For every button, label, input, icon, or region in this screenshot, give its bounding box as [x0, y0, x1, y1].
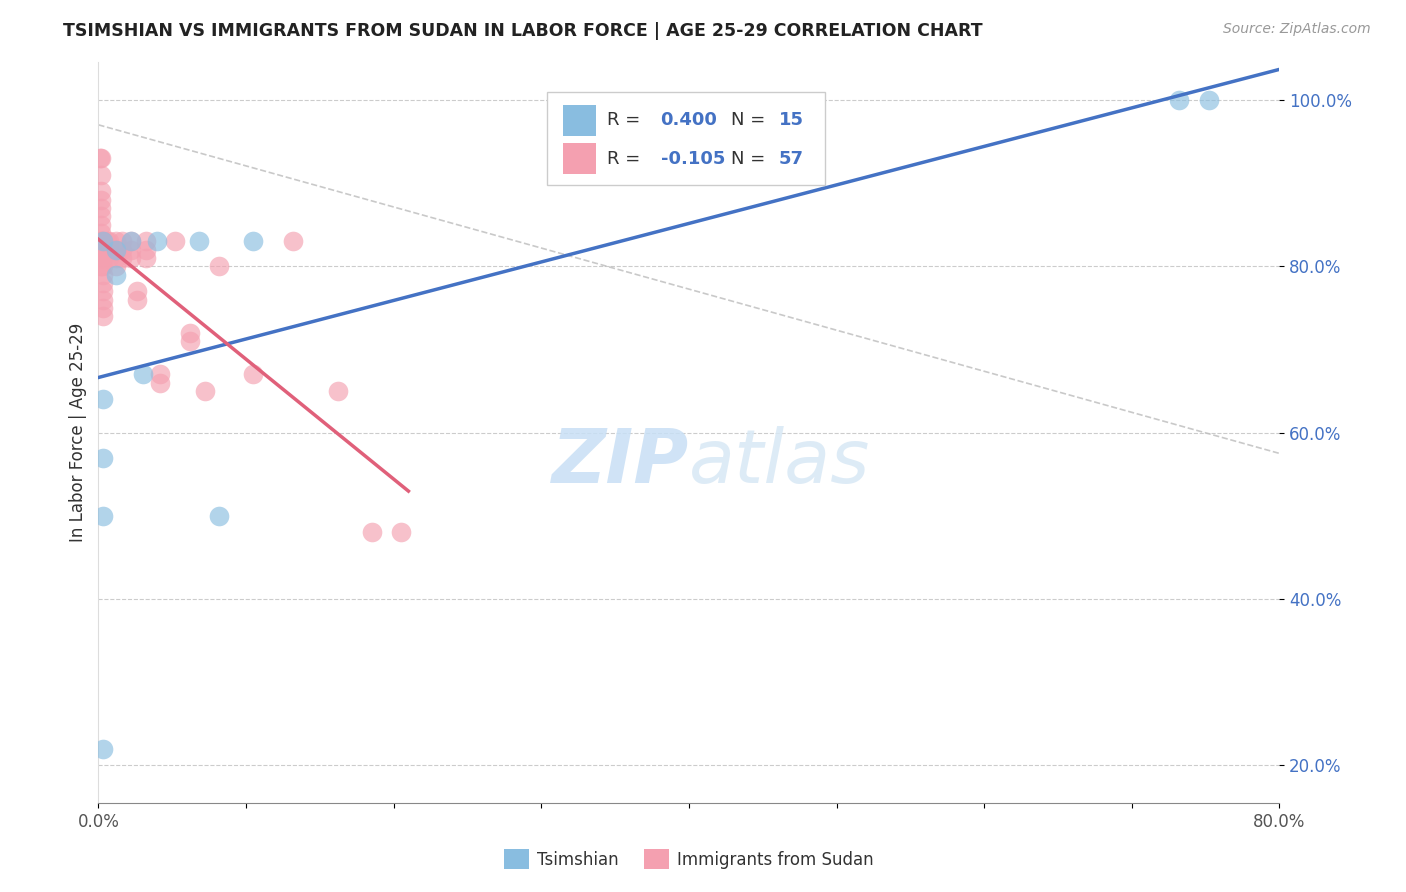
Point [146, 235, 169, 249]
Point [91, 508, 114, 523]
Point [111, 243, 134, 257]
Point [91, 301, 114, 315]
Text: 0.400: 0.400 [661, 112, 717, 129]
Point [90, 251, 112, 265]
Point [91, 284, 114, 298]
Point [179, 326, 201, 340]
Point [97, 251, 120, 265]
Point [242, 368, 264, 382]
Point [91, 251, 114, 265]
Point [91, 392, 114, 407]
Point [90, 243, 112, 257]
Point [105, 259, 128, 273]
Point [283, 235, 305, 249]
Point [135, 235, 157, 249]
Point [165, 235, 187, 249]
Point [90, 235, 112, 249]
Point [96, 243, 118, 257]
Point [149, 376, 172, 390]
Text: ZIP: ZIP [551, 425, 689, 499]
Text: R =: R = [607, 150, 647, 168]
Point [90, 226, 112, 240]
Point [90, 185, 112, 199]
Point [90, 168, 112, 182]
Point [120, 243, 142, 257]
Point [90, 259, 112, 273]
Point [91, 293, 114, 307]
Point [91, 259, 114, 273]
Point [91, 268, 114, 282]
Point [326, 384, 349, 398]
Point [360, 525, 382, 540]
Text: N =: N = [731, 150, 772, 168]
Point [132, 368, 155, 382]
Point [91, 235, 114, 249]
Point [90, 193, 112, 207]
Point [208, 259, 231, 273]
Point [389, 525, 412, 540]
Point [1168, 93, 1191, 107]
Point [179, 334, 201, 348]
Point [135, 251, 157, 265]
Point [105, 251, 128, 265]
Text: TSIMSHIAN VS IMMIGRANTS FROM SUDAN IN LABOR FORCE | AGE 25-29 CORRELATION CHART: TSIMSHIAN VS IMMIGRANTS FROM SUDAN IN LA… [63, 22, 983, 40]
Point [105, 268, 128, 282]
Point [194, 384, 217, 398]
Text: atlas: atlas [689, 426, 870, 499]
Point [149, 368, 172, 382]
Point [105, 243, 128, 257]
Point [90, 151, 112, 165]
Point [91, 741, 114, 756]
Point [91, 450, 114, 465]
Point [105, 243, 128, 257]
Point [120, 235, 142, 249]
Y-axis label: In Labor Force | Age 25-29: In Labor Force | Age 25-29 [69, 323, 87, 542]
Point [125, 293, 148, 307]
Point [208, 508, 231, 523]
Text: -0.105: -0.105 [661, 150, 725, 168]
Point [91, 243, 114, 257]
Text: R =: R = [607, 112, 647, 129]
Point [89, 151, 111, 165]
Point [135, 243, 157, 257]
Point [90, 259, 112, 273]
Text: N =: N = [731, 112, 772, 129]
Point [97, 243, 120, 257]
Point [90, 235, 112, 249]
Point [91, 276, 114, 290]
FancyBboxPatch shape [547, 92, 825, 185]
Point [90, 218, 112, 232]
Text: 15: 15 [779, 112, 804, 129]
Point [90, 201, 112, 215]
FancyBboxPatch shape [562, 104, 596, 136]
Point [242, 235, 264, 249]
Point [120, 251, 142, 265]
Point [105, 235, 128, 249]
Point [97, 235, 120, 249]
Point [1198, 93, 1220, 107]
Text: 57: 57 [779, 150, 804, 168]
Point [91, 235, 114, 249]
Point [90, 210, 112, 224]
Point [125, 284, 148, 298]
FancyBboxPatch shape [562, 143, 596, 174]
Point [111, 235, 134, 249]
Point [120, 235, 142, 249]
Text: Source: ZipAtlas.com: Source: ZipAtlas.com [1223, 22, 1371, 37]
Point [187, 235, 209, 249]
Point [91, 309, 114, 323]
Point [111, 251, 134, 265]
Point [96, 235, 118, 249]
Legend: Tsimshian, Immigrants from Sudan: Tsimshian, Immigrants from Sudan [498, 842, 880, 876]
